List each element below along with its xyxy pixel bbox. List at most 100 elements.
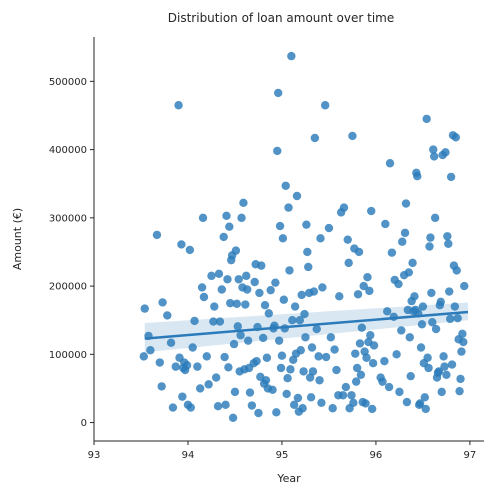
data-point [210, 302, 219, 311]
trend-line [144, 310, 469, 340]
data-point [260, 300, 270, 310]
data-point [424, 363, 433, 373]
data-point [445, 287, 454, 296]
data-point [157, 382, 166, 391]
y-tick-label: 500000 [49, 77, 87, 88]
data-point [275, 221, 285, 231]
data-point [288, 316, 297, 325]
data-point [295, 316, 305, 325]
data-point [317, 398, 326, 407]
data-point [207, 271, 216, 281]
x-axis-ticks: 93 94 95 96 97 [88, 441, 477, 461]
data-point [356, 370, 366, 380]
data-point [229, 339, 239, 349]
data-point [264, 309, 273, 318]
data-point [258, 333, 268, 343]
x-tick-label: 94 [182, 450, 195, 461]
data-point [422, 114, 431, 124]
data-point [231, 246, 241, 255]
data-point [310, 133, 320, 143]
data-point [213, 401, 223, 411]
data-point [401, 199, 411, 208]
data-point [230, 387, 240, 397]
data-point [362, 353, 371, 362]
data-point [309, 287, 319, 296]
data-point [440, 362, 449, 371]
data-point [441, 148, 450, 157]
data-point [354, 247, 364, 257]
data-point [328, 404, 337, 413]
chart-title: Distribution of loan amount over time [168, 11, 394, 25]
data-point [341, 382, 351, 392]
data-point [446, 172, 456, 182]
y-axis-ticks: 0 100000 200000 300000 400000 500000 [49, 77, 94, 429]
data-point [299, 367, 308, 376]
data-point [363, 273, 372, 282]
data-point [367, 206, 376, 216]
data-point [402, 397, 412, 407]
data-point [434, 367, 444, 376]
x-tick-label: 97 [464, 450, 477, 461]
data-point [273, 146, 282, 156]
data-point [442, 370, 451, 380]
data-point [242, 271, 251, 281]
data-point [202, 352, 211, 361]
data-point [261, 376, 271, 385]
data-point [237, 213, 246, 223]
data-point [290, 302, 300, 311]
data-point [221, 400, 230, 410]
data-point [405, 333, 414, 342]
x-axis-label: Year [276, 472, 301, 485]
data-point [236, 331, 245, 340]
data-point [225, 222, 234, 231]
data-point [158, 298, 167, 307]
data-point [242, 285, 252, 294]
data-point [146, 346, 155, 355]
data-point [304, 262, 313, 272]
data-point [214, 269, 224, 279]
data-point [397, 326, 406, 335]
x-tick-label: 95 [276, 450, 289, 461]
data-point [274, 336, 284, 345]
data-point [413, 172, 422, 181]
data-point [418, 302, 428, 311]
data-point [268, 385, 277, 395]
data-point [243, 336, 253, 345]
data-point [423, 353, 432, 362]
data-point [380, 356, 389, 366]
data-point [330, 345, 339, 354]
data-point [324, 223, 334, 233]
data-point [417, 320, 427, 329]
data-point [195, 384, 205, 393]
data-point [359, 281, 368, 291]
data-point [348, 131, 357, 141]
data-point [285, 266, 294, 275]
data-point [451, 133, 461, 142]
data-point [447, 360, 457, 369]
data-point [266, 285, 275, 295]
data-point [217, 285, 227, 294]
data-point [224, 363, 233, 372]
data-point [344, 258, 353, 268]
data-point [282, 389, 291, 399]
data-point [199, 292, 209, 302]
data-point [349, 398, 358, 407]
data-point [408, 258, 417, 268]
data-point [297, 290, 306, 300]
data-point [404, 268, 414, 277]
data-point [292, 191, 302, 201]
data-point [321, 352, 331, 362]
data-point [338, 391, 348, 400]
data-point [431, 324, 441, 334]
data-point [177, 240, 186, 249]
data-point [215, 317, 225, 326]
data-point [444, 239, 453, 248]
data-point [351, 377, 361, 386]
data-point [193, 362, 202, 371]
y-tick-label: 100000 [49, 350, 87, 361]
data-point [383, 307, 392, 316]
data-point [252, 356, 261, 366]
data-point [254, 408, 263, 418]
data-point [232, 299, 242, 309]
data-point [211, 373, 221, 382]
